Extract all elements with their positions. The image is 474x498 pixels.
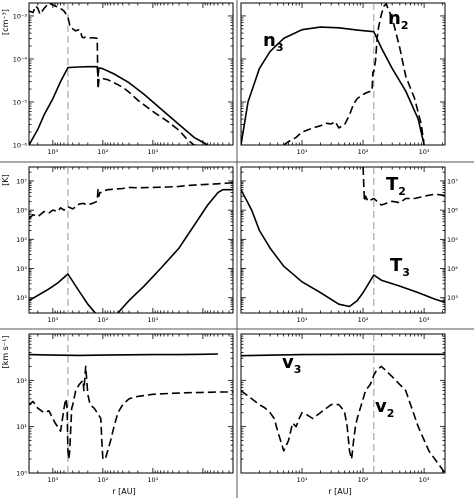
x-tick-label: 10¹	[147, 316, 158, 324]
label-n2: n2	[388, 8, 408, 32]
y-tick-label: 10⁴	[447, 265, 458, 273]
y-tick-label: 10⁶	[447, 207, 458, 215]
panel-2: 10¹ 10² 10³	[240, 2, 446, 156]
label-t3-main: T	[390, 255, 403, 276]
x-tick-label: 10³	[419, 316, 430, 324]
solid-series-line	[29, 188, 233, 313]
plot-frame	[240, 166, 446, 314]
label-v2: v2	[375, 396, 394, 420]
panels-group: 10⁻³ 10⁻⁴ 10⁻⁵ 10⁻⁶ 10³ 10² 10¹ 10¹ 10² 10³ 10⁷ 10⁶…	[13, 2, 458, 484]
label-t2: T2	[386, 174, 406, 198]
solid-series-line	[241, 189, 445, 308]
label-t2-main: T	[386, 174, 399, 195]
dashed-series-line	[362, 167, 445, 206]
y-tick-label: 10⁴	[16, 265, 27, 273]
y-tick-label: 10⁻³	[13, 12, 28, 20]
x-tick-label: 10³	[419, 148, 430, 156]
panel-5: 10² 10¹ 10⁰ 10³ 10² 10¹	[16, 333, 234, 484]
series-group	[29, 3, 209, 145]
label-n2-sub: 2	[401, 19, 409, 32]
series-group	[241, 3, 425, 145]
row2-unit-label: [K]	[1, 174, 10, 186]
x-tick-label: 10³	[47, 476, 58, 484]
plot-frame	[240, 2, 446, 146]
y-tick-label: 10⁻⁴	[13, 55, 28, 63]
row3-unit-label: [km s⁻¹]	[1, 336, 10, 369]
y-tick-label: 10¹	[16, 423, 27, 431]
y-tick-label: 10⁷	[16, 177, 27, 185]
plot-frame	[240, 333, 446, 474]
x-tick-label: 10²	[97, 148, 108, 156]
plot-frame	[28, 166, 234, 314]
y-tick-label: 10⁷	[447, 177, 458, 185]
label-v3-sub: 3	[294, 363, 302, 376]
dashed-series-line	[29, 181, 233, 220]
x-tick-label: 10¹	[147, 476, 158, 484]
y-tick-label: 10⁰	[16, 470, 27, 478]
y-tick-label: 10⁶	[16, 207, 27, 215]
x-tick-label: 10³	[419, 476, 430, 484]
panel-4: 10⁷ 10⁶ 10⁵ 10⁴ 10³ 10¹ 10² 10³	[240, 166, 458, 324]
dashed-series-line	[283, 3, 425, 145]
x-tick-label: 10³	[47, 148, 58, 156]
x-tick-label: 10²	[358, 476, 369, 484]
panel-6: 10¹ 10² 10³	[240, 333, 446, 484]
label-v3: v3	[282, 352, 301, 376]
y-tick-label: 10⁻⁶	[13, 142, 28, 150]
label-v2-main: v	[375, 396, 387, 417]
x-tick-label: 10¹	[297, 476, 308, 484]
x-tick-label: 10¹	[297, 148, 308, 156]
x-tick-label: 10²	[97, 316, 108, 324]
plot-frame	[28, 2, 234, 146]
solid-series-line	[241, 26, 425, 145]
y-tick-label: 10³	[16, 294, 27, 302]
label-v2-sub: 2	[387, 407, 395, 420]
solid-series-line	[29, 353, 218, 357]
y-tick-label: 10⁵	[447, 236, 458, 244]
x-tick-label: 10²	[97, 476, 108, 484]
label-n3: n3	[263, 30, 283, 54]
panel-1: 10⁻³ 10⁻⁴ 10⁻⁵ 10⁻⁶ 10³ 10² 10¹	[13, 2, 234, 156]
panel-3: 10⁷ 10⁶ 10⁵ 10⁴ 10³ 10³ 10² 10¹	[16, 166, 234, 324]
label-t3: T3	[390, 255, 410, 279]
y-tick-label: 10⁵	[16, 236, 27, 244]
series-group	[241, 353, 445, 473]
label-n3-main: n	[263, 30, 276, 51]
dashed-series-line	[29, 3, 199, 145]
y-tick-label: 10³	[447, 294, 458, 302]
x-tick-label: 10¹	[297, 316, 308, 324]
label-t3-sub: 3	[402, 266, 410, 279]
series-group	[241, 167, 445, 308]
label-n3-sub: 3	[276, 41, 284, 54]
x-tick-label: 10²	[358, 148, 369, 156]
right-xlabel: r [AU]	[328, 487, 351, 496]
x-tick-label: 10³	[47, 316, 58, 324]
series-group	[29, 353, 233, 460]
y-tick-label: 10²	[16, 377, 27, 385]
dashed-series-line	[241, 365, 445, 473]
y-tick-label: 10⁻⁵	[13, 98, 28, 106]
solid-series-line	[241, 353, 445, 357]
x-tick-label: 10¹	[147, 148, 158, 156]
plot-frame	[28, 333, 234, 474]
label-t2-sub: 2	[398, 185, 406, 198]
x-tick-label: 10²	[358, 316, 369, 324]
series-group	[29, 181, 233, 313]
label-v3-main: v	[282, 352, 294, 373]
left-xlabel: r [AU]	[112, 487, 135, 496]
row1-unit-label: [cm⁻³]	[1, 9, 10, 35]
label-n2-main: n	[388, 8, 401, 29]
